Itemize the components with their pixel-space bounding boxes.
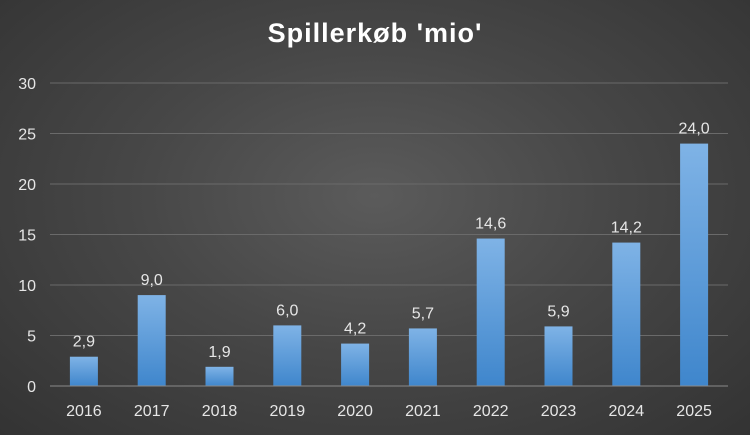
data-label-2023: 5,9	[547, 303, 569, 320]
data-label-2020: 4,2	[344, 321, 366, 338]
data-label-2018: 1,9	[208, 344, 230, 361]
y-tick-label: 30	[18, 76, 36, 93]
bar-2020	[341, 343, 370, 386]
bar-2018	[205, 366, 234, 386]
x-tick-label-2022: 2022	[473, 403, 509, 420]
x-tick-label-2017: 2017	[134, 403, 170, 420]
x-tick-label-2023: 2023	[541, 403, 577, 420]
y-tick-label: 20	[18, 177, 36, 194]
chart-title: Spillerkøb 'mio'	[267, 18, 483, 48]
x-tick-label-2020: 2020	[337, 403, 373, 420]
bar-2019	[273, 325, 302, 386]
x-tick-label-2025: 2025	[676, 403, 712, 420]
data-label-2016: 2,9	[73, 334, 95, 351]
y-tick-label: 5	[27, 329, 36, 346]
y-tick-label: 0	[27, 379, 36, 396]
bar-2016	[69, 356, 98, 386]
bar-2024	[612, 242, 641, 386]
bar-2017	[137, 295, 166, 386]
x-tick-label-2021: 2021	[405, 403, 441, 420]
data-label-2024: 14,2	[611, 220, 642, 237]
x-tick-label-2018: 2018	[202, 403, 238, 420]
data-label-2025: 24,0	[679, 121, 710, 138]
x-tick-label-2024: 2024	[609, 403, 645, 420]
data-label-2022: 14,6	[475, 216, 506, 233]
y-tick-label: 15	[18, 228, 36, 245]
x-tick-label-2019: 2019	[270, 403, 306, 420]
bar-2023	[544, 326, 573, 386]
bar-2022	[476, 238, 505, 386]
data-label-2021: 5,7	[412, 305, 434, 322]
data-label-2017: 9,0	[141, 272, 163, 289]
data-labels: 2,9 9,0 1,9 6,0 4,2 5,7 14,6 5,9 14,2 24,0	[73, 121, 710, 361]
y-tick-label: 10	[18, 278, 36, 295]
bar-2025	[680, 143, 709, 386]
bar-2021	[408, 328, 437, 386]
x-tick-label-2016: 2016	[66, 403, 102, 420]
data-label-2019: 6,0	[276, 302, 298, 319]
y-tick-label: 25	[18, 127, 36, 144]
bars	[69, 143, 709, 386]
